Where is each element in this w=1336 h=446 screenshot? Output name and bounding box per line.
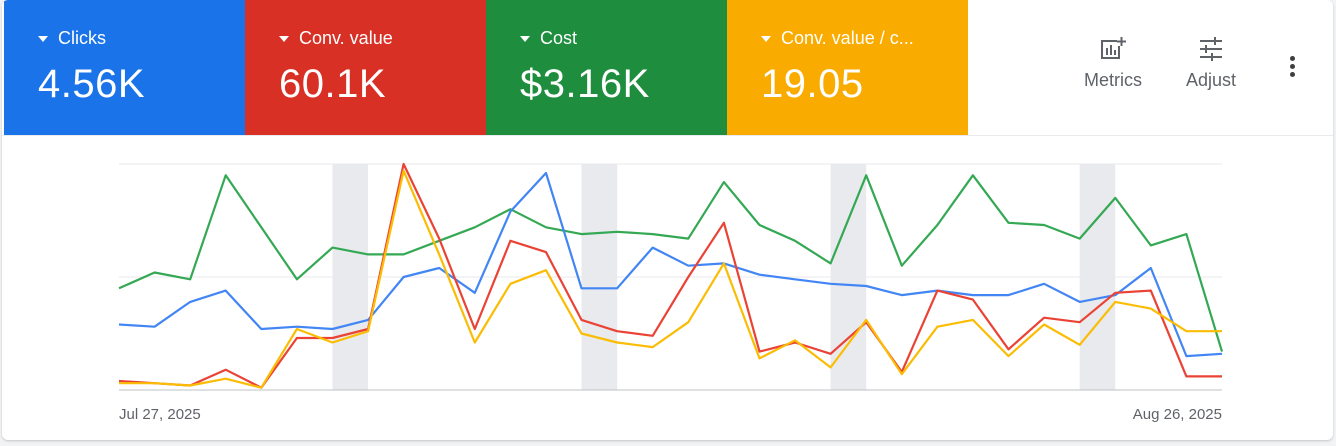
line-chart: Jul 27, 2025 Aug 26, 2025: [118, 162, 1224, 423]
metric-tile-conv-value-per-cost[interactable]: Conv. value / c... 19.05: [727, 0, 968, 135]
dropdown-triangle-icon: [279, 35, 289, 42]
metric-tile-value: 19.05: [761, 62, 864, 106]
x-tick-label: Aug 26, 2025: [1133, 406, 1222, 423]
series-line-2: [118, 162, 1222, 389]
add-chart-icon: [1101, 37, 1126, 59]
chart-toolbar: Metrics Adjust: [1074, 36, 1250, 91]
divider: [2, 135, 1333, 136]
metric-tile-value: 4.56K: [38, 62, 146, 106]
metrics-button[interactable]: Metrics: [1074, 36, 1152, 91]
x-tick-label: Jul 27, 2025: [119, 406, 201, 423]
series-line-0: [118, 174, 1224, 352]
adjust-button[interactable]: Adjust: [1172, 36, 1250, 91]
series-line-1: [118, 171, 1223, 358]
metric-tile-value: 60.1K: [279, 62, 387, 106]
tune-icon: [1200, 37, 1222, 61]
metric-tile-conv-value[interactable]: Conv. value 60.1K: [245, 0, 486, 135]
metric-tile-cost[interactable]: Cost $3.16K: [486, 0, 727, 135]
metric-tile-label: Conv. value: [299, 27, 393, 48]
dropdown-triangle-icon: [520, 35, 530, 42]
more-vert-icon[interactable]: [1288, 56, 1296, 82]
adjust-label: Adjust: [1185, 70, 1237, 90]
metric-tile-label: Cost: [540, 27, 578, 48]
dropdown-triangle-icon: [761, 35, 771, 42]
metric-tile-value: $3.16K: [520, 62, 650, 106]
metric-tiles: Clicks 4.56K Conv. value 60.1K Cost $3.1…: [4, 0, 968, 135]
metric-tile-label: Conv. value / c...: [781, 27, 914, 48]
series-line-3: [119, 169, 1222, 389]
metrics-label: Metrics: [1084, 70, 1142, 90]
metric-tile-clicks[interactable]: Clicks 4.56K: [4, 0, 245, 135]
metric-tile-label: Clicks: [58, 27, 106, 48]
dropdown-triangle-icon: [38, 35, 48, 42]
